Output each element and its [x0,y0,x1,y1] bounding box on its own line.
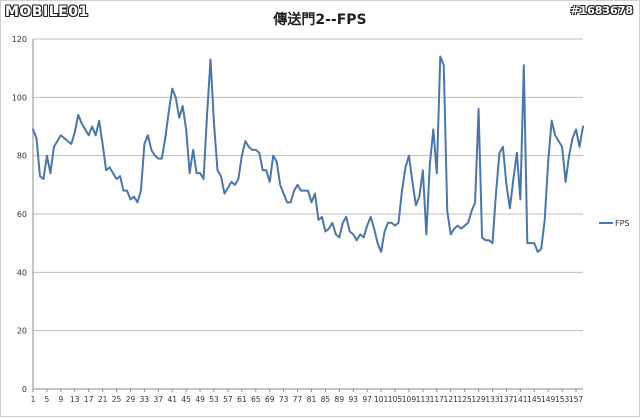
x-tick-label: 105 [388,395,403,404]
x-tick-label: 53 [209,395,219,404]
x-tick-label: 65 [251,395,261,404]
x-tick-label: 97 [362,395,372,404]
y-tick-label: 0 [22,385,27,394]
x-tick-label: 13 [70,395,80,404]
series-line-fps [33,57,583,252]
x-tick-label: 137 [499,395,514,404]
x-tick-label: 125 [457,395,472,404]
x-tick-label: 73 [279,395,289,404]
x-tick-label: 101 [374,395,389,404]
x-tick-label: 113 [416,395,431,404]
y-tick-label: 20 [17,327,27,336]
x-tick-label: 153 [555,395,570,404]
x-tick-label: 45 [181,395,191,404]
x-tick-label: 121 [444,395,459,404]
y-tick-label: 40 [17,268,27,277]
x-tick-label: 145 [527,395,542,404]
x-tick-label: 17 [84,395,94,404]
x-tick-label: 81 [307,395,317,404]
legend-label-fps: FPS [615,219,630,228]
x-tick-label: 5 [45,395,50,404]
x-tick-label: 1 [31,395,36,404]
x-tick-label: 117 [430,395,445,404]
x-tick-label: 149 [541,395,556,404]
x-tick-label: 93 [348,395,358,404]
x-tick-label: 89 [335,395,345,404]
x-tick-label: 25 [112,395,122,404]
y-tick-label: 60 [17,210,27,219]
x-tick-label: 109 [402,395,417,404]
x-tick-label: 77 [293,395,303,404]
x-tick-label: 21 [98,395,108,404]
y-tick-label: 80 [17,152,27,161]
x-tick-label: 33 [140,395,150,404]
x-tick-label: 129 [471,395,486,404]
y-tick-label: 120 [12,35,27,44]
x-tick-label: 37 [154,395,164,404]
x-tick-label: 41 [167,395,177,404]
x-tick-label: 49 [195,395,205,404]
x-tick-label: 69 [265,395,275,404]
x-tick-label: 9 [58,395,63,404]
y-tick-label: 100 [12,93,27,102]
x-tick-label: 141 [513,395,528,404]
x-tick-label: 61 [237,395,247,404]
x-tick-label: 157 [569,395,584,404]
x-tick-label: 85 [321,395,331,404]
x-tick-label: 57 [223,395,233,404]
x-tick-label: 133 [485,395,500,404]
x-tick-label: 29 [126,395,136,404]
